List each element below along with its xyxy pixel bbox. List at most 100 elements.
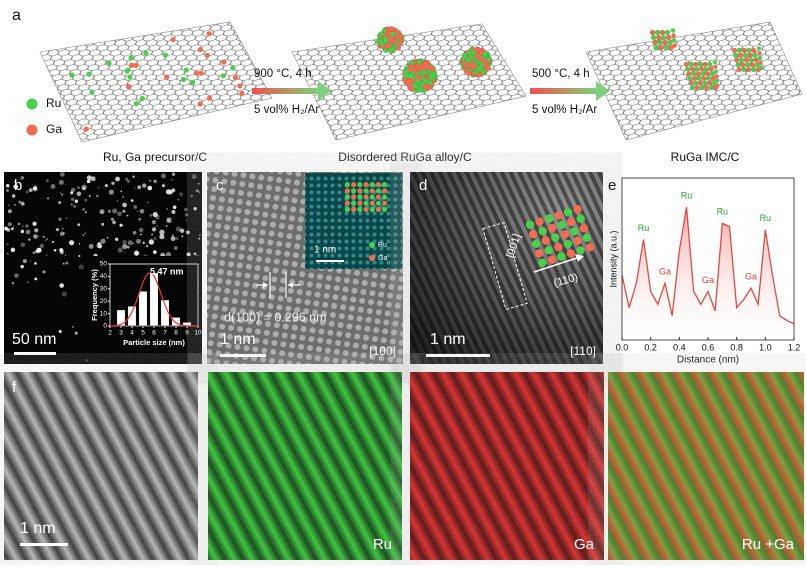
nanoparticle bbox=[65, 254, 67, 256]
nanoparticle bbox=[139, 208, 145, 214]
nanoparticle bbox=[82, 186, 86, 191]
nanoparticle bbox=[85, 359, 89, 362]
nanoparticle bbox=[77, 223, 81, 227]
atom bbox=[693, 80, 699, 86]
nanoparticle bbox=[138, 217, 142, 221]
nanoparticle bbox=[59, 192, 61, 194]
nanoparticle bbox=[8, 204, 10, 207]
nanoparticle bbox=[160, 173, 167, 179]
step-atmosphere: 5 vol% H₂/Ar bbox=[254, 104, 319, 116]
atom bbox=[715, 83, 720, 88]
histogram-bar bbox=[149, 272, 159, 327]
atom bbox=[344, 200, 350, 206]
atom bbox=[428, 75, 434, 81]
spacing-label: d(100) = 0.296 nm bbox=[224, 310, 327, 324]
nanoparticle bbox=[84, 198, 88, 202]
atom bbox=[570, 227, 579, 236]
atom bbox=[738, 57, 745, 63]
atom bbox=[740, 62, 746, 68]
nanoparticle bbox=[122, 243, 128, 250]
nanoparticle bbox=[184, 207, 188, 212]
nanoparticle bbox=[98, 187, 100, 189]
precursor-atom bbox=[170, 36, 176, 43]
atom bbox=[397, 33, 404, 39]
nanoparticle bbox=[197, 182, 200, 185]
nanoparticle bbox=[173, 246, 178, 251]
atom bbox=[369, 206, 375, 212]
precursor-atom bbox=[162, 52, 169, 58]
nanoparticle bbox=[25, 229, 31, 235]
atom bbox=[357, 188, 363, 194]
y-tick-label: 0 bbox=[103, 323, 107, 330]
nanoparticle bbox=[20, 176, 25, 180]
nanoparticle bbox=[163, 182, 165, 184]
atom bbox=[389, 46, 396, 52]
nanoparticle bbox=[151, 227, 157, 232]
nanoparticle bbox=[32, 221, 37, 226]
atom bbox=[688, 80, 694, 86]
stage-label: Disordered RuGa alloy/C bbox=[338, 150, 472, 164]
arrow-body bbox=[530, 88, 596, 94]
nanoparticle bbox=[132, 242, 134, 245]
atom bbox=[573, 205, 582, 214]
atom bbox=[732, 52, 739, 58]
nanoparticle bbox=[114, 237, 119, 242]
nanoparticle bbox=[96, 194, 99, 198]
atom bbox=[554, 211, 563, 220]
area-fill bbox=[622, 207, 794, 340]
nanoparticle bbox=[155, 214, 160, 220]
atom bbox=[710, 75, 716, 81]
image-shade bbox=[410, 172, 603, 364]
nanoparticle bbox=[84, 232, 86, 235]
atom bbox=[378, 31, 385, 37]
atom bbox=[566, 249, 576, 258]
precursor-atom bbox=[83, 126, 90, 132]
nanoparticle bbox=[122, 196, 124, 198]
atom bbox=[692, 75, 698, 81]
atom bbox=[388, 26, 395, 32]
atom bbox=[363, 182, 369, 188]
atom bbox=[741, 47, 747, 54]
graphene-sheet bbox=[39, 21, 273, 143]
y-tick-label: 10 bbox=[100, 310, 108, 317]
precursor-atom bbox=[197, 101, 203, 107]
atom bbox=[551, 233, 560, 242]
nanoparticle bbox=[70, 187, 76, 193]
atom bbox=[670, 28, 676, 33]
atom bbox=[671, 38, 677, 43]
nanoparticle bbox=[181, 235, 184, 238]
nanoparticle bbox=[61, 291, 67, 297]
nanoparticle bbox=[10, 247, 16, 253]
nanoparticle bbox=[33, 234, 38, 239]
peak-label: Ru bbox=[681, 191, 693, 201]
nanoparticle bbox=[12, 226, 15, 228]
nanoparticle bbox=[20, 229, 25, 234]
atom bbox=[344, 194, 350, 200]
atom bbox=[736, 66, 742, 73]
panel-label: d bbox=[419, 177, 427, 194]
nanoparticle bbox=[191, 174, 197, 180]
alloy-particle bbox=[375, 26, 405, 54]
nanoparticle bbox=[117, 247, 123, 253]
histogram-bar bbox=[171, 317, 181, 327]
nanoparticle bbox=[25, 190, 29, 194]
nanoparticle bbox=[7, 222, 12, 227]
atom-model bbox=[344, 182, 388, 212]
nanoparticle bbox=[84, 211, 87, 214]
nanoparticle bbox=[130, 199, 134, 202]
precursor-atom bbox=[237, 83, 243, 89]
precursor-atom bbox=[164, 74, 170, 80]
nanoparticle bbox=[171, 234, 174, 237]
x-tick-label: 0.8 bbox=[730, 342, 743, 352]
nanoparticle bbox=[179, 192, 184, 197]
nanoparticle bbox=[26, 281, 29, 284]
atom bbox=[461, 60, 468, 67]
nanoparticle bbox=[58, 330, 62, 334]
atom bbox=[708, 85, 714, 91]
atom bbox=[735, 62, 741, 68]
atom bbox=[689, 66, 695, 72]
nanoparticle bbox=[59, 231, 65, 237]
atom bbox=[713, 64, 718, 70]
nanoparticle bbox=[50, 184, 56, 189]
nanoparticle bbox=[134, 250, 140, 256]
